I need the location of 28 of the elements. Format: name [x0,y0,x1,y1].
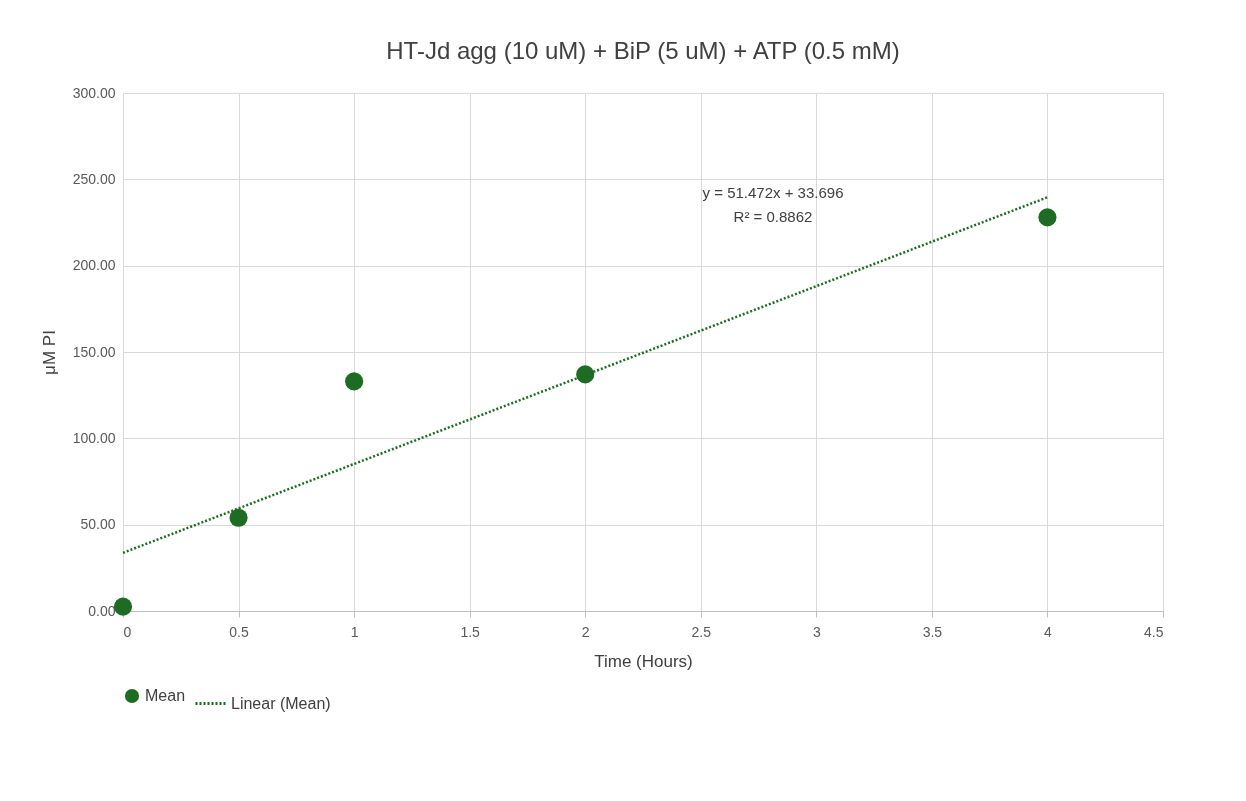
legend-label: Linear (Mean) [231,694,331,712]
x-tick-label: 0 [123,623,132,640]
x-tick-label: 3 [812,623,821,640]
x-tick-label: 0.5 [229,623,249,640]
x-tick-label: 1 [350,623,359,640]
y-tick-label: 300.00 [72,84,116,101]
y-tick-label: 200.00 [72,257,116,274]
annotation: y = 51.472x + 33.696 [702,184,844,201]
y-tick-label: 150.00 [72,343,116,360]
x-tick-label: 4 [1044,623,1053,640]
legend-label: Mean [145,687,186,704]
point [113,597,133,616]
point [1038,208,1057,227]
x-tick-label: 4.5 [1144,623,1164,640]
x-tick-label: 2.5 [691,623,712,640]
x-axis-title: Time (Hours) [594,651,693,671]
y-tick-label: 50.00 [80,516,116,533]
point [345,372,364,391]
x-tick-label: 2 [581,623,590,640]
x-tick-label: 1.5 [460,623,481,640]
y-axis-title: μM PI [39,330,59,375]
point [229,508,248,527]
y-tick-label: 0.00 [88,602,116,619]
y-tick-label: 250.00 [72,170,116,187]
y-tick-label: 100.00 [72,429,116,446]
annotation: R² = 0.8862 [733,208,813,225]
x-tick-label: 3.5 [922,623,943,640]
chart-title: HT-Jd agg (10 uM) + BiP (5 uM) + ATP (0.5 mM) [386,37,900,64]
